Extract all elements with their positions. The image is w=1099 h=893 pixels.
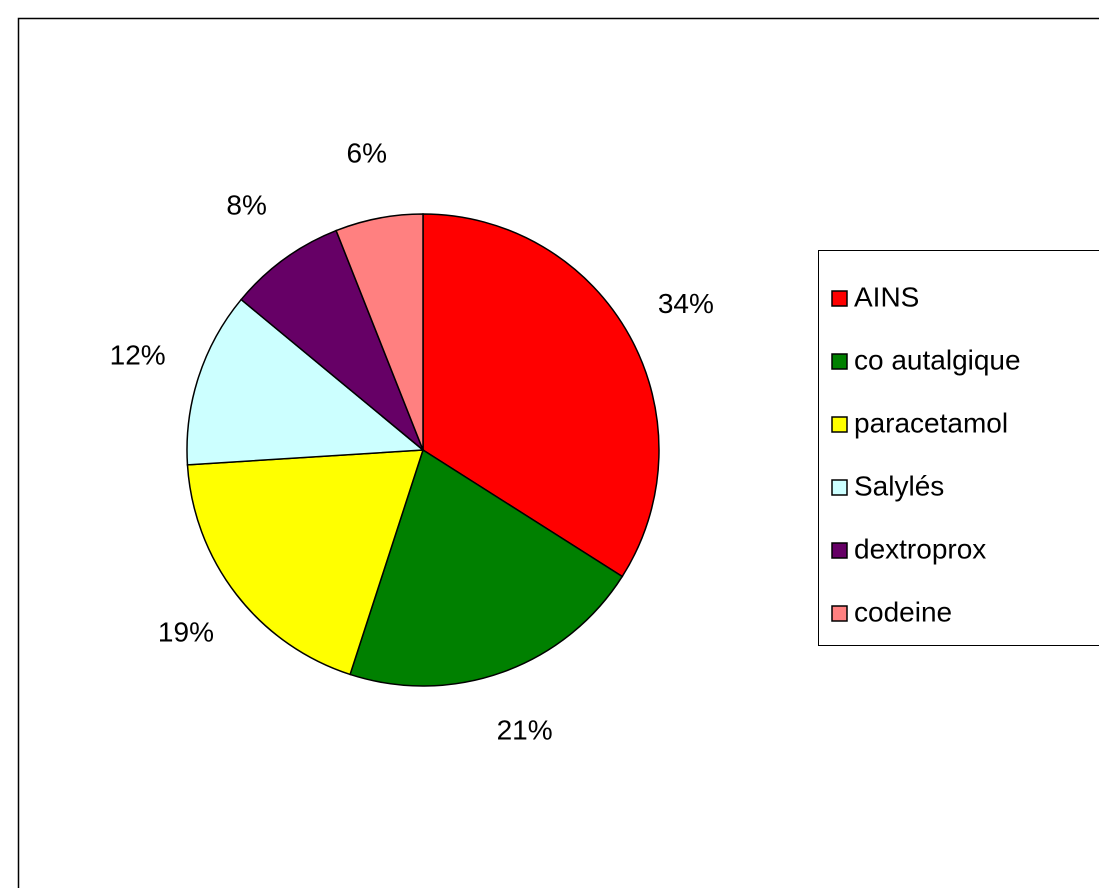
- legend-label: AINS: [854, 281, 919, 312]
- data-label: 12%: [110, 340, 166, 371]
- data-label: 34%: [658, 288, 714, 319]
- legend-swatch: [832, 354, 847, 369]
- legend-label: dextroprox: [854, 533, 986, 564]
- legend-swatch: [832, 543, 847, 558]
- legend-label: codeine: [854, 596, 952, 627]
- data-label: 6%: [347, 138, 387, 169]
- data-label: 21%: [497, 715, 553, 746]
- data-label: 8%: [226, 190, 266, 221]
- data-label: 19%: [158, 616, 214, 647]
- legend-label: Salylés: [854, 470, 944, 501]
- legend-swatch: [832, 606, 847, 621]
- legend-swatch: [832, 480, 847, 495]
- legend-label: paracetamol: [854, 407, 1008, 438]
- legend-swatch: [832, 291, 847, 306]
- legend-swatch: [832, 417, 847, 432]
- legend-label: co autalgique: [854, 344, 1021, 375]
